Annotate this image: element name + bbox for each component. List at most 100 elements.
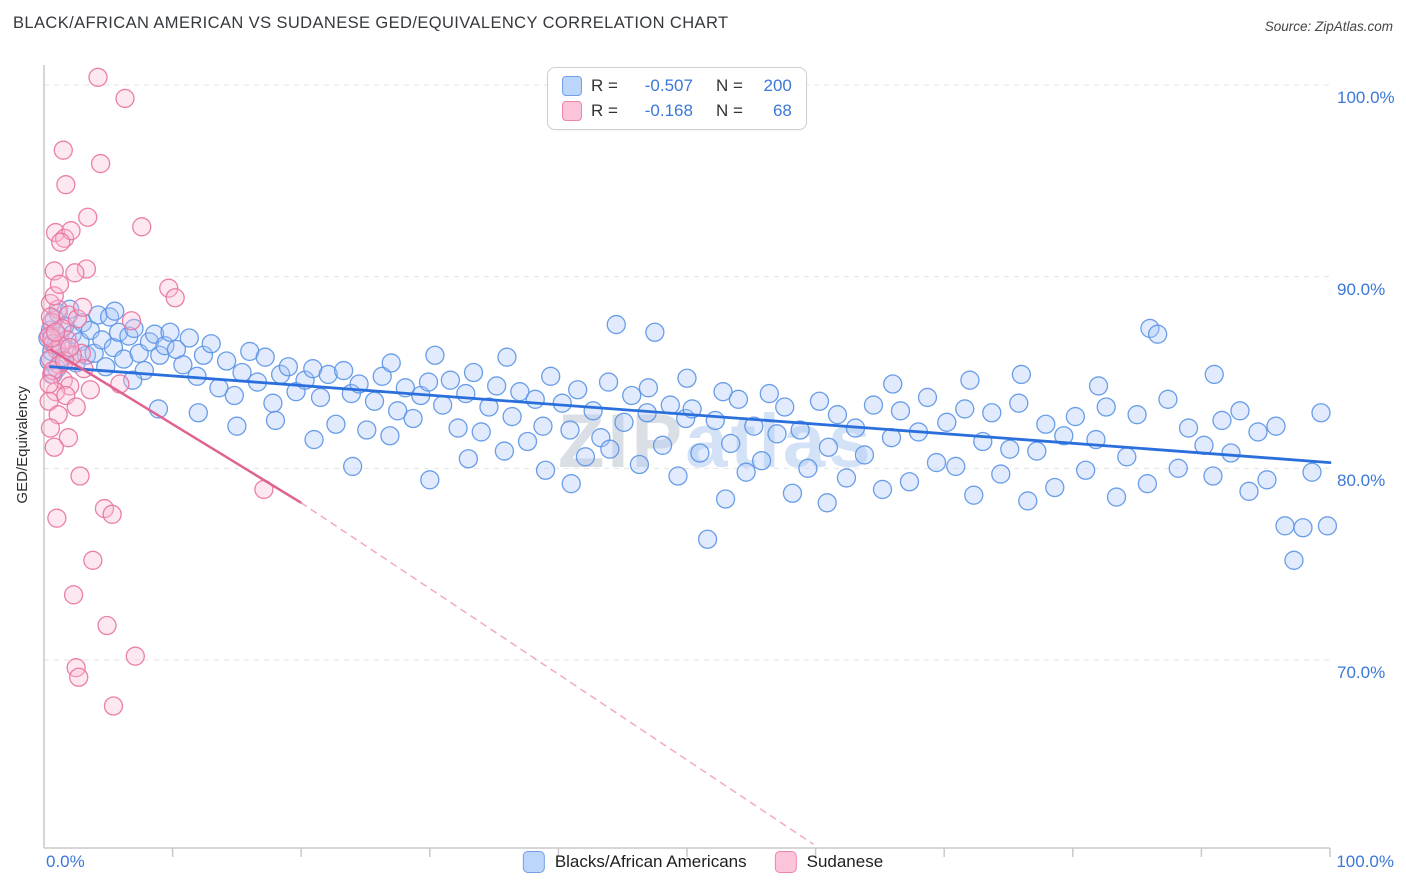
data-point [121, 311, 142, 331]
data-point [108, 322, 129, 342]
data-point [78, 207, 98, 227]
data-point [326, 414, 346, 434]
data-point [224, 385, 244, 406]
data-point [1311, 403, 1331, 423]
data-point [310, 387, 331, 408]
data-point [629, 454, 650, 475]
data-point [533, 416, 553, 436]
data-point [132, 217, 152, 237]
data-point [380, 426, 400, 446]
data-point [1065, 406, 1086, 427]
data-point [1230, 401, 1250, 421]
data-point [552, 393, 572, 413]
x-axis-min-label: 0.0% [46, 852, 85, 871]
data-point [1000, 439, 1020, 459]
data-point [1096, 397, 1116, 417]
data-point [690, 443, 710, 463]
n-label: N = [715, 76, 743, 95]
data-point [90, 153, 111, 174]
data-point [1284, 550, 1304, 570]
data-point [1054, 426, 1074, 446]
data-point [600, 439, 620, 459]
data-point [160, 322, 180, 342]
page-title: BLACK/AFRICAN AMERICAN VS SUDANESE GED/E… [13, 14, 729, 32]
data-point [1266, 416, 1286, 436]
trend-line [300, 502, 814, 845]
data-point [458, 449, 479, 469]
n-value-pink: 68 [772, 101, 792, 120]
data-point [96, 357, 116, 377]
data-point [1137, 474, 1158, 494]
data-point [88, 67, 108, 87]
data-point [991, 464, 1011, 484]
n-label: N = [715, 101, 743, 120]
legend-item-blacks: Blacks/African Americans [522, 851, 747, 873]
data-point [1239, 481, 1259, 501]
data-point [76, 259, 97, 279]
trend-line [49, 348, 303, 505]
data-point [418, 372, 439, 392]
data-point [1148, 324, 1168, 344]
data-point [1221, 443, 1241, 463]
data-point [854, 445, 875, 465]
data-point [955, 399, 975, 419]
data-point [60, 376, 80, 396]
data-point [872, 479, 893, 500]
y-tick-label-90: 90.0% [1337, 280, 1386, 299]
data-point [45, 322, 66, 342]
data-point [827, 405, 848, 425]
data-point [1088, 376, 1109, 396]
r-label: R = [591, 101, 618, 120]
data-point [1168, 458, 1188, 478]
data-point [255, 347, 275, 367]
data-point [638, 378, 659, 398]
data-point [568, 380, 588, 400]
data-point [47, 508, 67, 528]
legend-row-blue: R = -0.507 N = 200 [562, 76, 792, 96]
data-point [125, 646, 145, 666]
data-point [70, 466, 90, 486]
data-point [863, 395, 884, 415]
data-point [960, 370, 980, 390]
data-point [387, 401, 408, 421]
data-point [1212, 410, 1232, 431]
data-point [216, 351, 237, 371]
y-tick-label-100: 100.0% [1337, 88, 1395, 107]
data-point [645, 322, 665, 342]
data-point [1275, 516, 1295, 536]
data-point [425, 345, 445, 365]
data-point [1009, 393, 1029, 413]
data-point [372, 366, 392, 386]
n-value-blue: 200 [763, 76, 792, 95]
data-point [102, 504, 122, 524]
r-value-blue: -0.507 [644, 76, 693, 95]
data-point [63, 585, 84, 605]
data-point [342, 456, 363, 477]
legend-row-pink: R = -0.168 N = 68 [562, 101, 792, 121]
data-point [705, 410, 725, 431]
data-point [1257, 470, 1277, 490]
data-point [715, 489, 736, 509]
data-point [561, 474, 581, 494]
data-point [751, 451, 772, 471]
blue-series-swatch [562, 76, 582, 96]
data-point [1027, 441, 1047, 461]
data-point [1158, 389, 1178, 409]
data-point [759, 383, 779, 404]
data-point [890, 401, 911, 421]
data-point [40, 418, 61, 438]
data-point [883, 374, 903, 394]
data-point [1248, 422, 1268, 442]
data-point [159, 278, 179, 298]
data-point [1117, 447, 1137, 467]
data-point [364, 391, 385, 411]
data-point [456, 383, 476, 404]
series-legend: Blacks/African Americans Sudanese [522, 851, 883, 873]
correlation-legend: R = -0.507 N = 200 R = -0.168 N = 68 [547, 67, 807, 130]
data-point [583, 401, 603, 421]
trend-line [49, 365, 1332, 464]
data-point [39, 391, 59, 411]
y-tick-label-70: 70.0% [1337, 663, 1386, 682]
data-point [265, 410, 286, 431]
data-point [49, 274, 70, 294]
